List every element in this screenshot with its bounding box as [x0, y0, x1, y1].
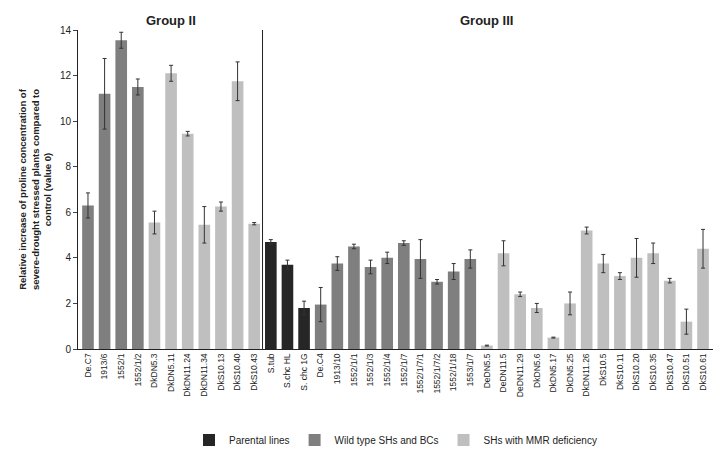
svg-text:DkS10.61: DkS10.61 [698, 353, 708, 391]
svg-text:1552/1/1: 1552/1/1 [349, 353, 359, 386]
svg-text:DeDN5.5: DeDN5.5 [482, 353, 492, 388]
svg-text:DkS10.11: DkS10.11 [615, 353, 625, 390]
svg-text:DeDN11.29: DeDN11.29 [515, 353, 525, 397]
svg-text:1552/1/7/1: 1552/1/7/1 [415, 353, 425, 393]
svg-text:8: 8 [65, 161, 71, 172]
svg-text:DkDN5.17: DkDN5.17 [548, 353, 558, 392]
svg-text:DkS10.13: DkS10.13 [216, 353, 226, 391]
svg-text:DkS10.51: DkS10.51 [681, 353, 691, 391]
svg-text:De.C4: De.C4 [315, 353, 325, 377]
svg-text:S.tub: S.tub [266, 353, 276, 373]
svg-text:1552/1/7: 1552/1/7 [399, 353, 409, 386]
svg-text:Group II: Group II [146, 13, 196, 28]
svg-text:DkS10.20: DkS10.20 [631, 353, 641, 391]
svg-text:DkDN5.25: DkDN5.25 [565, 353, 575, 392]
svg-text:Group III: Group III [460, 13, 513, 28]
svg-text:Parental lines: Parental lines [229, 435, 290, 446]
svg-text:1552/1/18: 1552/1/18 [448, 353, 458, 391]
svg-text:DkS10.35: DkS10.35 [648, 353, 658, 391]
svg-text:De.C7: De.C7 [83, 353, 93, 377]
svg-text:1552/1/2: 1552/1/2 [133, 353, 143, 386]
svg-text:SHs with MMR deficiency: SHs with MMR deficiency [484, 435, 597, 446]
svg-text:4: 4 [65, 252, 71, 263]
svg-text:DkS10.5: DkS10.5 [598, 353, 608, 386]
svg-text:DkDN11.26: DkDN11.26 [581, 353, 591, 397]
svg-text:S. chc 1G: S. chc 1G [299, 353, 309, 390]
svg-text:1552/1: 1552/1 [116, 353, 126, 379]
svg-text:DkDN5.11: DkDN5.11 [166, 353, 176, 392]
svg-text:2: 2 [65, 298, 71, 309]
svg-text:10: 10 [60, 116, 72, 127]
svg-text:DkDN5.3: DkDN5.3 [149, 353, 159, 388]
svg-text:14: 14 [60, 25, 72, 36]
svg-text:DkDN11.34: DkDN11.34 [199, 353, 209, 397]
svg-text:DkS10.40: DkS10.40 [232, 353, 242, 391]
svg-text:Wild type SHs and BCs: Wild type SHs and BCs [335, 435, 439, 446]
svg-text:1913/10: 1913/10 [332, 353, 342, 384]
svg-text:DkS10.47: DkS10.47 [665, 353, 675, 391]
svg-text:1913/6: 1913/6 [99, 353, 109, 379]
svg-text:S.chc HL: S.chc HL [282, 353, 292, 388]
svg-text:1552/1/4: 1552/1/4 [382, 353, 392, 386]
svg-text:DeDN11.5: DeDN11.5 [498, 353, 508, 392]
svg-text:Relative increase of proline c: Relative increase of proline concentrati… [17, 88, 53, 290]
svg-text:DkS10.43: DkS10.43 [249, 353, 259, 391]
svg-text:6: 6 [65, 207, 71, 218]
svg-text:DkDN5.6: DkDN5.6 [532, 353, 542, 388]
svg-text:1553/1/7: 1553/1/7 [465, 353, 475, 386]
svg-text:1552/1/3: 1552/1/3 [365, 353, 375, 386]
svg-text:DkDN11.24: DkDN11.24 [182, 353, 192, 397]
svg-text:12: 12 [60, 70, 72, 81]
svg-text:1552/1/7/2: 1552/1/7/2 [432, 353, 442, 393]
svg-text:0: 0 [65, 344, 71, 355]
